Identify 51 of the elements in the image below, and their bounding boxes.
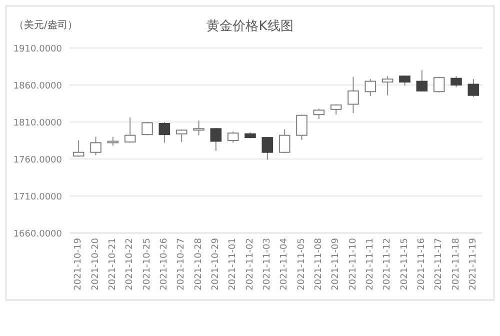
x-tick-label: 2021-11-12	[382, 238, 393, 290]
candlestick	[348, 76, 359, 114]
x-tick-label: 2021-11-11	[365, 238, 376, 290]
x-tick-label: 2021-10-22	[125, 238, 136, 290]
candlestick	[124, 117, 136, 144]
x-tick-label: 2021-10-25	[142, 238, 152, 290]
candlestick	[72, 140, 84, 158]
y-tick-label: 1660.0000	[13, 230, 62, 240]
x-tick-label: 2021-10-28	[194, 238, 204, 290]
candlestick	[262, 136, 274, 160]
candlestick	[364, 78, 376, 97]
candlestick	[227, 131, 239, 144]
candlestick	[330, 104, 342, 116]
x-tick-label: 2021-11-04	[280, 238, 290, 290]
x-tick-label: 2021-11-19	[468, 238, 478, 290]
candlestick	[416, 70, 428, 92]
x-tick-label: 2021-11-08	[314, 238, 324, 290]
candlestick	[468, 78, 480, 98]
x-tick-label: 2021-11-16	[416, 238, 427, 290]
y-tick-label: 1910.0000	[13, 44, 62, 54]
x-tick-label: 2021-11-09	[331, 238, 342, 290]
ylabel: （美元/盎司）	[14, 20, 78, 31]
candlestick	[296, 114, 308, 140]
x-tick-label: 2021-10-20	[90, 238, 101, 290]
candlestick	[278, 128, 290, 154]
candlestick	[193, 120, 204, 136]
x-tick-label: 2021-10-26	[159, 238, 170, 290]
y-tick-label: 1760.0000	[13, 156, 62, 166]
x-tick-label: 2021-11-15	[400, 238, 410, 290]
y-tick-label: 1860.0000	[13, 82, 62, 92]
x-tick-label: 2021-10-29	[210, 238, 221, 290]
y-tick-label: 1810.0000	[13, 118, 62, 128]
x-tick-label: 2021-11-18	[451, 238, 462, 290]
x-tick-label: 2021-11-05	[296, 238, 307, 290]
x-tick-label: 2021-11-03	[262, 238, 272, 290]
x-tick-label: 2021-10-19	[74, 238, 84, 290]
candlestick	[450, 76, 462, 88]
candlestick	[90, 136, 102, 156]
x-tick-label: 2021-11-10	[348, 238, 358, 290]
candlestick	[210, 127, 222, 152]
x-tick-label: 2021-11-01	[228, 238, 238, 290]
x-tick-label: 2021-11-17	[434, 238, 444, 290]
title: 黄金价格K线图	[206, 19, 294, 34]
candlestick	[176, 128, 188, 142]
candlestick	[382, 76, 394, 96]
x-tick-label: 2021-11-02	[245, 238, 256, 290]
candlestick	[158, 122, 170, 144]
candlestick	[313, 108, 325, 120]
x-tick-label: 2021-10-21	[108, 238, 118, 290]
y-tick-label: 1710.0000	[13, 192, 62, 202]
x-tick-label: 2021-10-27	[176, 238, 187, 290]
